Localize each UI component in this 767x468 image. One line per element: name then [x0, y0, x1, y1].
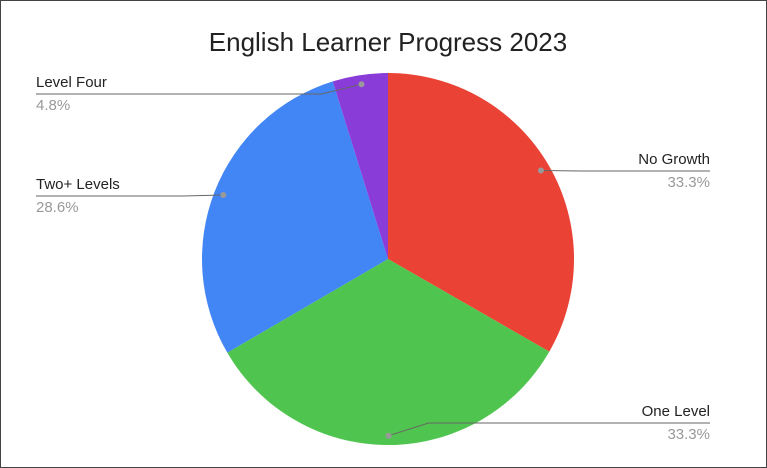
leader-dot [358, 81, 365, 88]
chart-title: English Learner Progress 2023 [209, 27, 567, 57]
leader-line [36, 194, 224, 197]
leader-line [36, 83, 362, 95]
pie-slice [388, 73, 574, 352]
slice-value-label: 28.6% [36, 199, 79, 216]
slice-value-label: 33.3% [667, 174, 710, 191]
leader-dot [220, 191, 227, 198]
leader-line [388, 422, 710, 437]
pie-slice [227, 259, 550, 445]
leader-dot [537, 167, 544, 174]
slice-label: Two+ Levels [36, 176, 120, 193]
pie-slice [332, 73, 388, 259]
slice-value-label: 4.8% [36, 97, 70, 114]
slice-label: Level Four [36, 74, 107, 91]
pie-slice [201, 81, 388, 353]
leader-line [540, 169, 710, 172]
slice-value-label: 33.3% [667, 426, 710, 443]
leader-dot [385, 432, 392, 439]
slice-label: No Growth [638, 151, 710, 168]
slice-label: One Level [642, 403, 710, 420]
